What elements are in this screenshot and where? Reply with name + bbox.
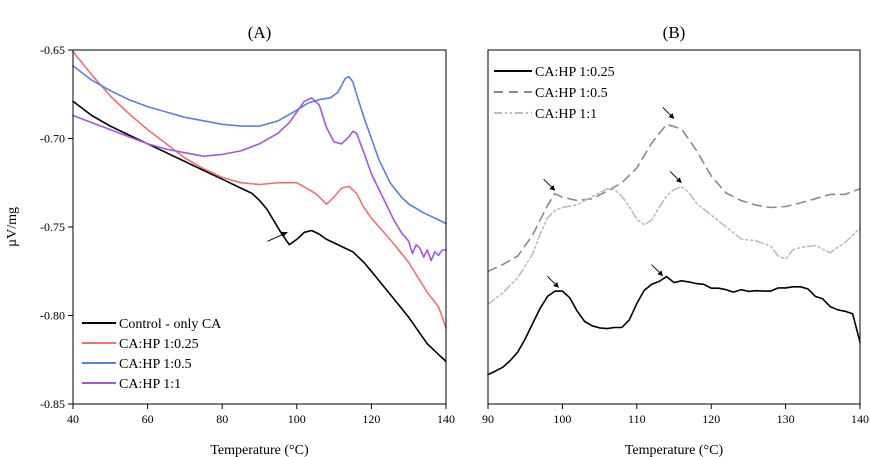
panel-b-ticks: 90 100 110 120 130 140: [482, 404, 869, 426]
a-y-tick-label: -0.75: [40, 220, 65, 234]
a-x-tick-label: 40: [67, 412, 79, 426]
panel-a-plot-frame: [72, 49, 447, 405]
a-y-tick-label: -0.65: [40, 43, 65, 57]
panel-b-series: [487, 123, 861, 376]
b-annotation-arrow-head: [553, 282, 559, 288]
panel-a-annotations: [267, 231, 288, 242]
a-x-tick-label: 60: [142, 412, 154, 426]
a-series-line-0: [72, 100, 447, 363]
panel-a-y-axis-title: µV/mg: [5, 207, 20, 247]
b-x-tick-label: 120: [702, 412, 720, 426]
b-x-tick-label: 90: [482, 412, 494, 426]
b-legend-label-0: CA:HP 1:0.25: [535, 65, 615, 80]
panel-a-x-axis-title: Temperature (°C): [210, 443, 309, 457]
panel-b-annotations: [543, 107, 682, 288]
panel-b-x-axis-title: Temperature (°C): [625, 443, 724, 457]
panel-b-legend: CA:HP 1:0.25 CA:HP 1:0.5 CA:HP 1:1: [494, 65, 615, 122]
b-series-line-1: [487, 123, 861, 273]
b-annotation-arrow-head: [675, 177, 682, 183]
a-x-tick-label: 100: [288, 412, 306, 426]
b-x-tick-label: 140: [851, 412, 869, 426]
b-annotation-arrow-head: [657, 270, 663, 276]
a-legend-label-1: CA:HP 1:0.25: [119, 337, 199, 352]
a-x-tick-label: 120: [362, 412, 380, 426]
panel-a-legend: Control - only CA CA:HP 1:0.25 CA:HP 1:0.5…: [82, 317, 222, 392]
a-x-tick-label: 140: [437, 412, 455, 426]
panel-a-ticks: 40 60 80 100 120 140 -0.65 -0.70 -0.75 -0.80 -0.85: [40, 43, 455, 426]
a-series-line-1: [72, 50, 447, 329]
b-annotation-arrow-head: [668, 113, 674, 119]
b-x-tick-label: 110: [628, 412, 646, 426]
panel-a-label: (A): [248, 23, 272, 42]
a-annotation-arrow-head: [281, 231, 288, 237]
panel-b-chart: (B) Temperature (°C) 90 100 110 120 130 140 C…: [482, 23, 869, 457]
a-series-line-2: [72, 65, 447, 225]
b-legend-label-2: CA:HP 1:1: [535, 107, 597, 122]
a-legend-label-2: CA:HP 1:0.5: [119, 357, 192, 372]
a-y-tick-label: -0.85: [40, 397, 65, 411]
a-x-tick-label: 80: [216, 412, 228, 426]
panel-a-series: [72, 50, 447, 363]
panel-b-label: (B): [663, 23, 686, 42]
panel-a-chart: (A) µV/mg Temperature (°C) 40 60 80 100 120 1…: [5, 23, 455, 457]
a-y-tick-label: -0.70: [40, 132, 65, 146]
a-legend-label-0: Control - only CA: [119, 317, 222, 332]
a-series-line-3: [72, 97, 447, 262]
b-x-tick-label: 100: [553, 412, 571, 426]
a-legend-label-3: CA:HP 1:1: [119, 377, 181, 392]
b-x-tick-label: 130: [777, 412, 795, 426]
b-series-line-0: [487, 275, 861, 376]
panel-b-plot-frame: [487, 49, 861, 405]
b-legend-label-1: CA:HP 1:0.5: [535, 86, 608, 101]
b-series-line-2: [487, 185, 861, 306]
a-y-tick-label: -0.80: [40, 309, 65, 323]
b-annotation-arrow-head: [549, 185, 555, 191]
